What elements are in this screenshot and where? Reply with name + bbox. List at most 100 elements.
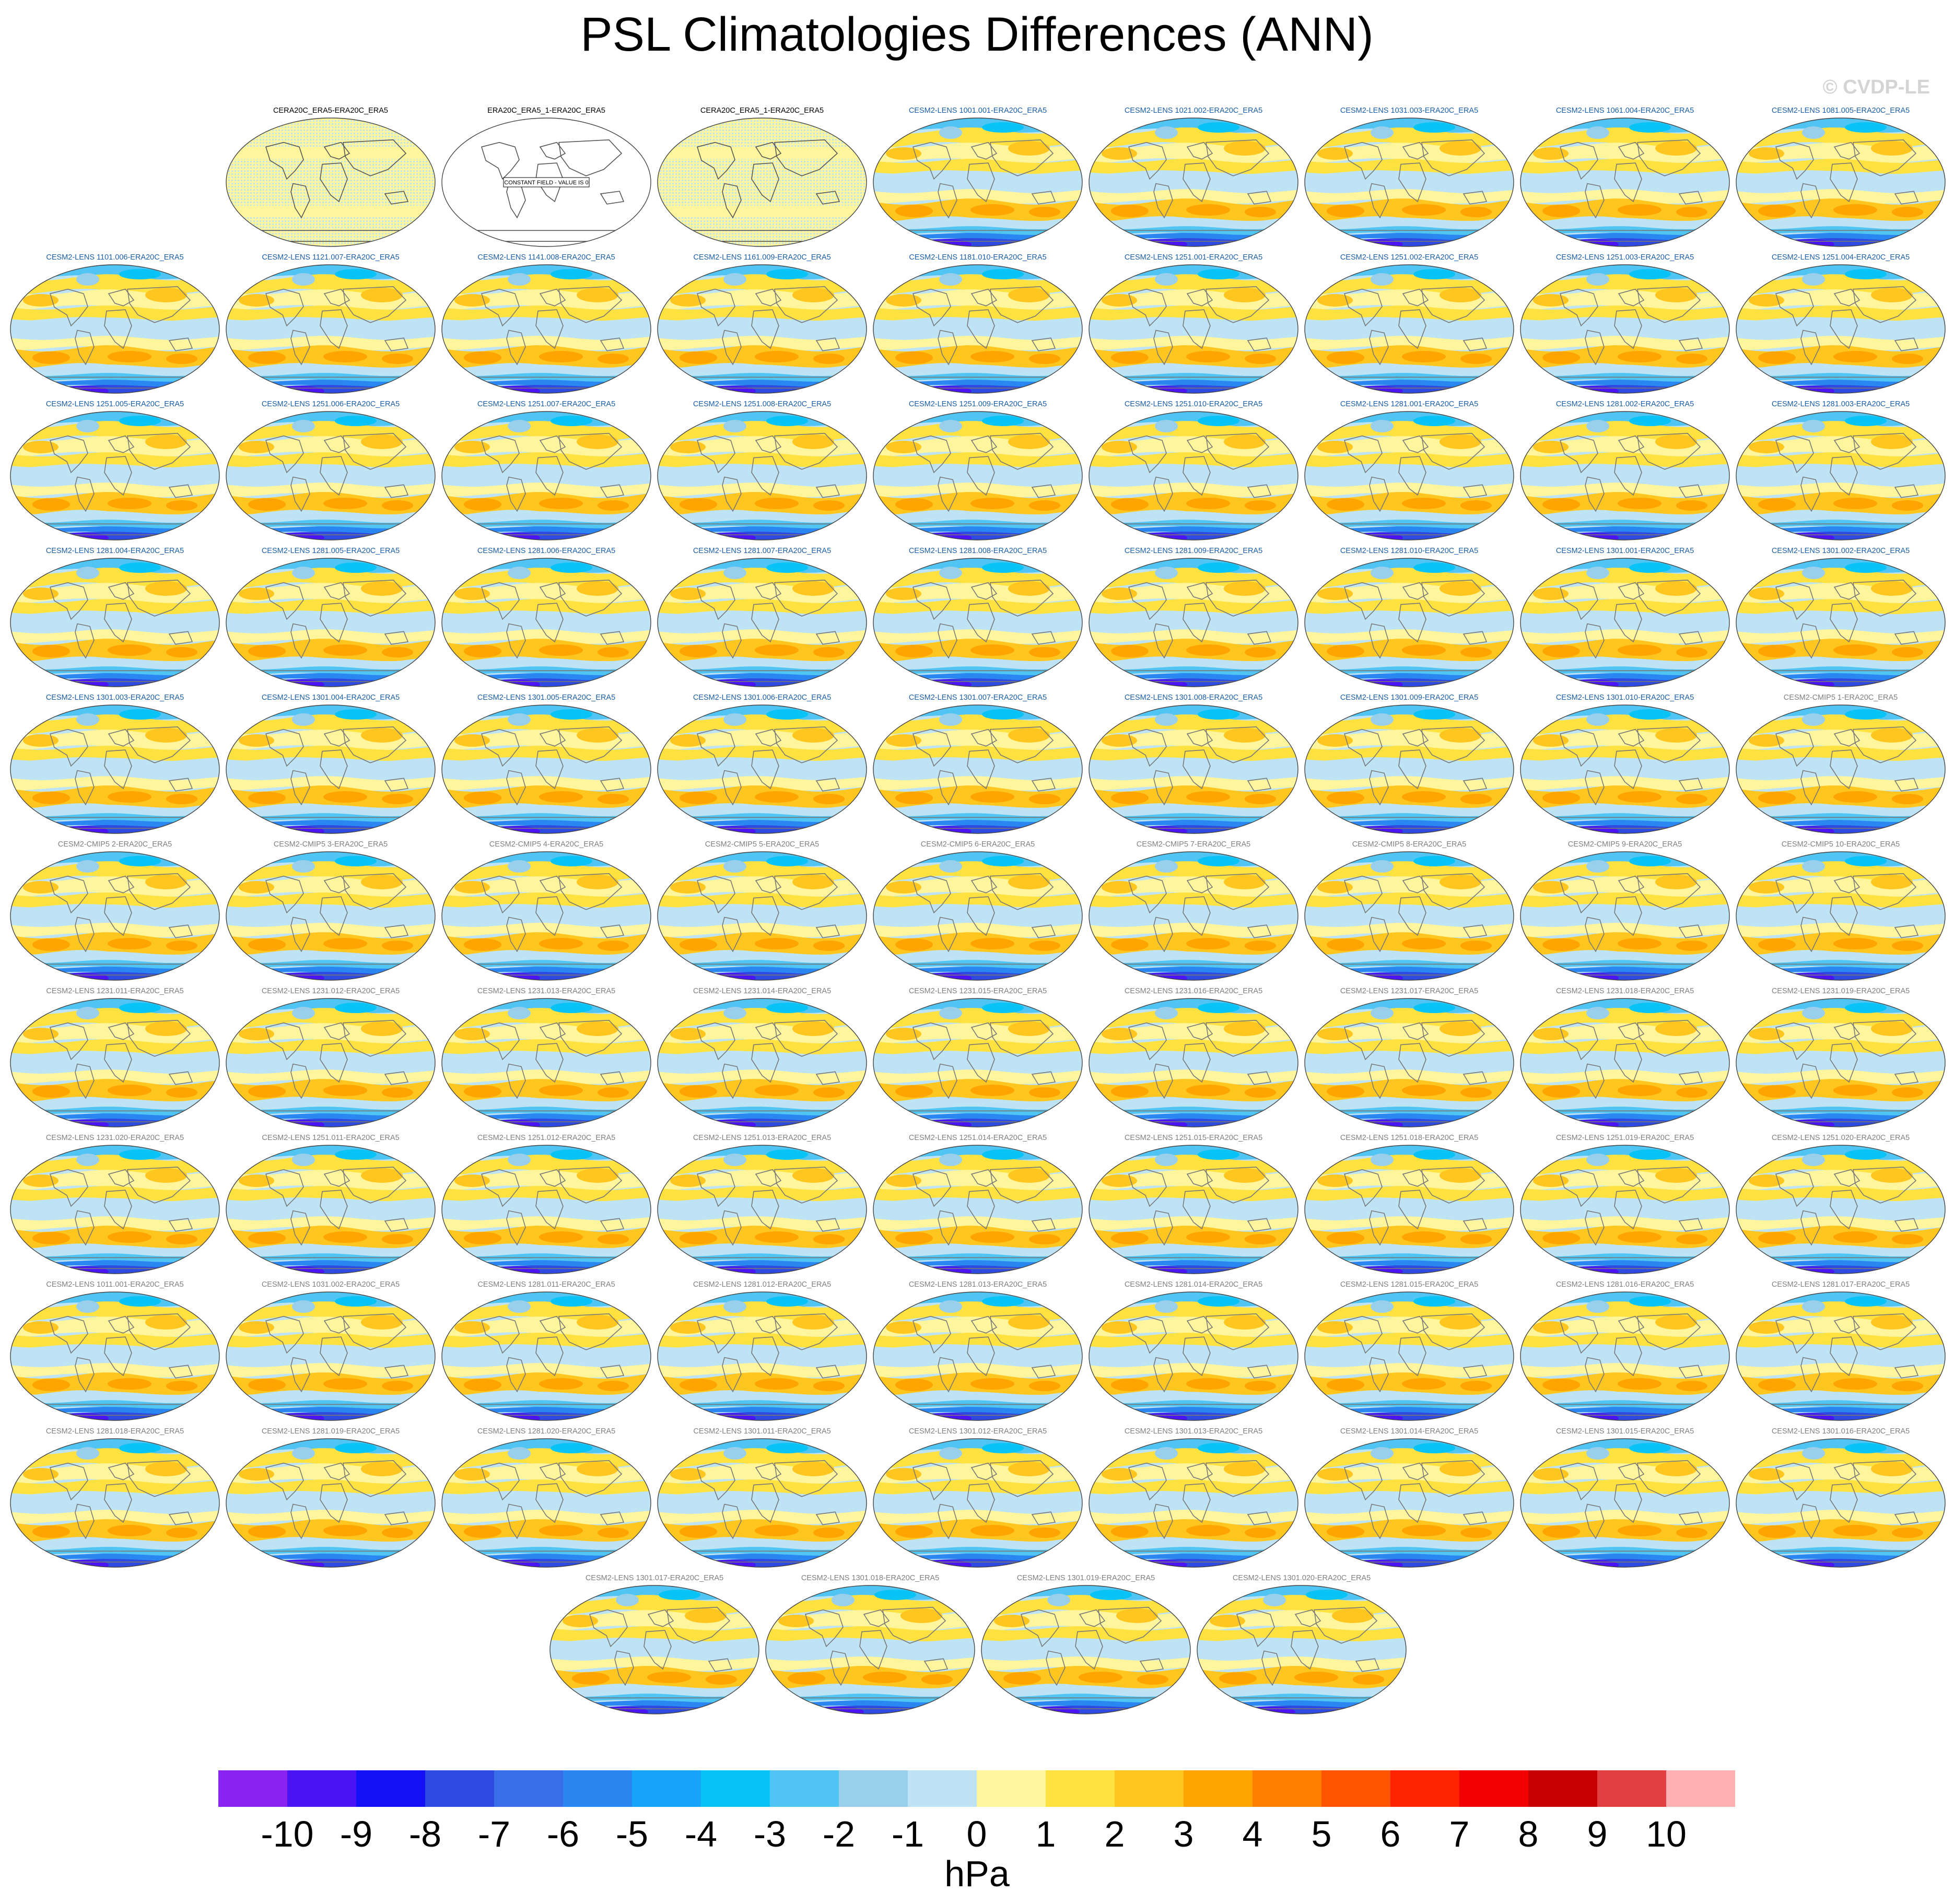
panel-title: CESM2-LENS 1231.014-ERA20C_ERA5 xyxy=(693,987,832,995)
map-panel: CESM2-LENS 1281.002-ERA20C_ERA5 xyxy=(1519,400,1730,542)
panel-title: CESM2-LENS 1281.020-ERA20C_ERA5 xyxy=(477,1427,616,1436)
map-plot xyxy=(1736,998,1946,1127)
map-panel: CESM2-LENS 1251.020-ERA20C_ERA5 xyxy=(1735,1134,1946,1276)
map-plot xyxy=(441,1438,651,1568)
panel-title: CESM2-LENS 1251.003-ERA20C_ERA5 xyxy=(1555,253,1694,262)
map-plot xyxy=(226,1438,436,1568)
panel-title: CESM2-LENS 1251.014-ERA20C_ERA5 xyxy=(908,1134,1047,1142)
panel-title: CESM2-LENS 1301.013-ERA20C_ERA5 xyxy=(1124,1427,1263,1436)
panel-title: CESM2-CMIP5 5-ERA20C_ERA5 xyxy=(705,840,820,849)
map-plot xyxy=(873,851,1083,981)
panel-title: CESM2-LENS 1141.008-ERA20C_ERA5 xyxy=(477,253,615,262)
map-plot xyxy=(1520,558,1730,687)
panel-title: CESM2-LENS 1251.005-ERA20C_ERA5 xyxy=(45,400,184,408)
colorbar-swatch xyxy=(1115,1770,1184,1807)
map-panel: CESM2-LENS 1251.019-ERA20C_ERA5 xyxy=(1519,1134,1730,1276)
map-panel: CESM2-LENS 1281.013-ERA20C_ERA5 xyxy=(872,1280,1083,1423)
constant-field-label: CONSTANT FIELD - VALUE IS 0 xyxy=(504,180,588,186)
map-panel: CESM2-LENS 1251.005-ERA20C_ERA5 xyxy=(9,400,220,542)
map-panel: CESM2-CMIP5 10-ERA20C_ERA5 xyxy=(1735,840,1946,982)
map-panel: CESM2-CMIP5 8-ERA20C_ERA5 xyxy=(1304,840,1515,982)
colorbar-swatch xyxy=(218,1770,287,1807)
colorbar-swatch xyxy=(632,1770,701,1807)
map-panel: CESM2-LENS 1251.011-ERA20C_ERA5 xyxy=(225,1134,436,1276)
map-panel: CESM2-LENS 1301.002-ERA20C_ERA5 xyxy=(1735,547,1946,689)
panel-title: CESM2-LENS 1301.004-ERA20C_ERA5 xyxy=(261,694,400,702)
panel-title: CESM2-LENS 1281.006-ERA20C_ERA5 xyxy=(477,547,616,555)
map-plot xyxy=(1089,117,1298,247)
colorbar-tick-label: 2 xyxy=(1104,1814,1125,1854)
colorbar-swatch xyxy=(1321,1770,1390,1807)
map-plot xyxy=(657,264,867,394)
panel-title: CESM2-LENS 1301.005-ERA20C_ERA5 xyxy=(477,694,616,702)
map-plot xyxy=(1520,851,1730,981)
colorbar-swatch xyxy=(1253,1770,1321,1807)
panel-title: CESM2-LENS 1281.002-ERA20C_ERA5 xyxy=(1555,400,1694,408)
map-plot xyxy=(10,411,220,540)
map-panel: CESM2-LENS 1251.013-ERA20C_ERA5 xyxy=(657,1134,868,1276)
panel-title: CESM2-CMIP5 7-ERA20C_ERA5 xyxy=(1136,840,1251,849)
panel-title: CESM2-LENS 1251.010-ERA20C_ERA5 xyxy=(1124,400,1263,408)
map-panel: CESM2-LENS 1251.006-ERA20C_ERA5 xyxy=(225,400,436,542)
map-panel: CESM2-CMIP5 6-ERA20C_ERA5 xyxy=(872,840,1083,982)
map-panel: CESM2-LENS 1001.001-ERA20C_ERA5 xyxy=(872,107,1083,249)
map-plot xyxy=(226,704,436,834)
panel-title: CESM2-LENS 1231.016-ERA20C_ERA5 xyxy=(1124,987,1263,995)
map-plot xyxy=(10,1291,220,1421)
map-panel: CESM2-LENS 1301.010-ERA20C_ERA5 xyxy=(1519,694,1730,836)
map-plot xyxy=(1736,1438,1946,1568)
panel-title: CESM2-LENS 1301.014-ERA20C_ERA5 xyxy=(1340,1427,1479,1436)
panel-title: CESM2-LENS 1281.008-ERA20C_ERA5 xyxy=(908,547,1047,555)
map-plot xyxy=(1089,1145,1298,1274)
map-plot xyxy=(441,264,651,394)
panel-title: CESM2-LENS 1001.001-ERA20C_ERA5 xyxy=(908,107,1047,115)
map-panel: CESM2-LENS 1301.009-ERA20C_ERA5 xyxy=(1304,694,1515,836)
colorbar-swatch xyxy=(908,1770,977,1807)
panel-title: CESM2-LENS 1251.002-ERA20C_ERA5 xyxy=(1340,253,1479,262)
colorbar-swatch xyxy=(839,1770,908,1807)
map-panel: CESM2-LENS 1301.005-ERA20C_ERA5 xyxy=(441,694,652,836)
map-plot xyxy=(873,558,1083,687)
panel-title: CESM2-LENS 1301.016-ERA20C_ERA5 xyxy=(1771,1427,1910,1436)
map-panel: CESM2-LENS 1231.012-ERA20C_ERA5 xyxy=(225,987,436,1129)
map-plot xyxy=(1304,998,1514,1127)
map-plot xyxy=(657,1291,867,1421)
colorbar-tick-label: -6 xyxy=(546,1814,580,1854)
map-plot xyxy=(1304,1291,1514,1421)
colorbar-swatch xyxy=(1528,1770,1597,1807)
map-panel: CESM2-LENS 1251.015-ERA20C_ERA5 xyxy=(1088,1134,1299,1276)
map-plot xyxy=(441,851,651,981)
colorbar-units: hPa xyxy=(944,1853,1010,1894)
panel-title: CESM2-LENS 1301.007-ERA20C_ERA5 xyxy=(908,694,1047,702)
panel-title: CESM2-LENS 1231.018-ERA20C_ERA5 xyxy=(1555,987,1694,995)
map-panel: CESM2-LENS 1251.004-ERA20C_ERA5 xyxy=(1735,253,1946,395)
map-plot xyxy=(1736,1291,1946,1421)
map-plot xyxy=(873,704,1083,834)
map-plot xyxy=(1520,117,1730,247)
colorbar-labels: -10 -9 -8 -7 -6 -5 -4 -3 -2 -1 0 1 2 3 4 5 6 7 8 9 10 xyxy=(0,1813,1954,1855)
map-plot xyxy=(1304,704,1514,834)
map-plot xyxy=(226,998,436,1127)
colorbar-tick-label: 9 xyxy=(1587,1814,1608,1854)
panel-title: CESM2-LENS 1281.007-ERA20C_ERA5 xyxy=(693,547,832,555)
panel-title: CESM2-LENS 1121.007-ERA20C_ERA5 xyxy=(262,253,400,262)
panel-title: CESM2-LENS 1301.017-ERA20C_ERA5 xyxy=(585,1574,724,1582)
colorbar-swatch xyxy=(701,1770,770,1807)
colorbar-tick-label: -7 xyxy=(477,1814,511,1854)
map-panel: CESM2-LENS 1231.017-ERA20C_ERA5 xyxy=(1304,987,1515,1129)
map-plot xyxy=(441,1291,651,1421)
panel-title: CESM2-LENS 1251.015-ERA20C_ERA5 xyxy=(1124,1134,1263,1142)
panel-title: CESM2-LENS 1231.020-ERA20C_ERA5 xyxy=(45,1134,184,1142)
map-panel: CESM2-LENS 1301.001-ERA20C_ERA5 xyxy=(1519,547,1730,689)
map-plot xyxy=(1520,1145,1730,1274)
panel-title: CESM2-LENS 1301.006-ERA20C_ERA5 xyxy=(693,694,832,702)
panel-title: CESM2-LENS 1301.009-ERA20C_ERA5 xyxy=(1340,694,1479,702)
colorbar-swatch xyxy=(356,1770,425,1807)
map-plot xyxy=(226,117,436,247)
map-panel: CESM2-LENS 1281.004-ERA20C_ERA5 xyxy=(9,547,220,689)
map-plot xyxy=(1736,558,1946,687)
map-plot xyxy=(10,998,220,1127)
map-panel: CESM2-LENS 1281.003-ERA20C_ERA5 xyxy=(1735,400,1946,542)
map-panel: CESM2-LENS 1021.002-ERA20C_ERA5 xyxy=(1088,107,1299,249)
map-panel: CESM2-LENS 1281.011-ERA20C_ERA5 xyxy=(441,1280,652,1423)
